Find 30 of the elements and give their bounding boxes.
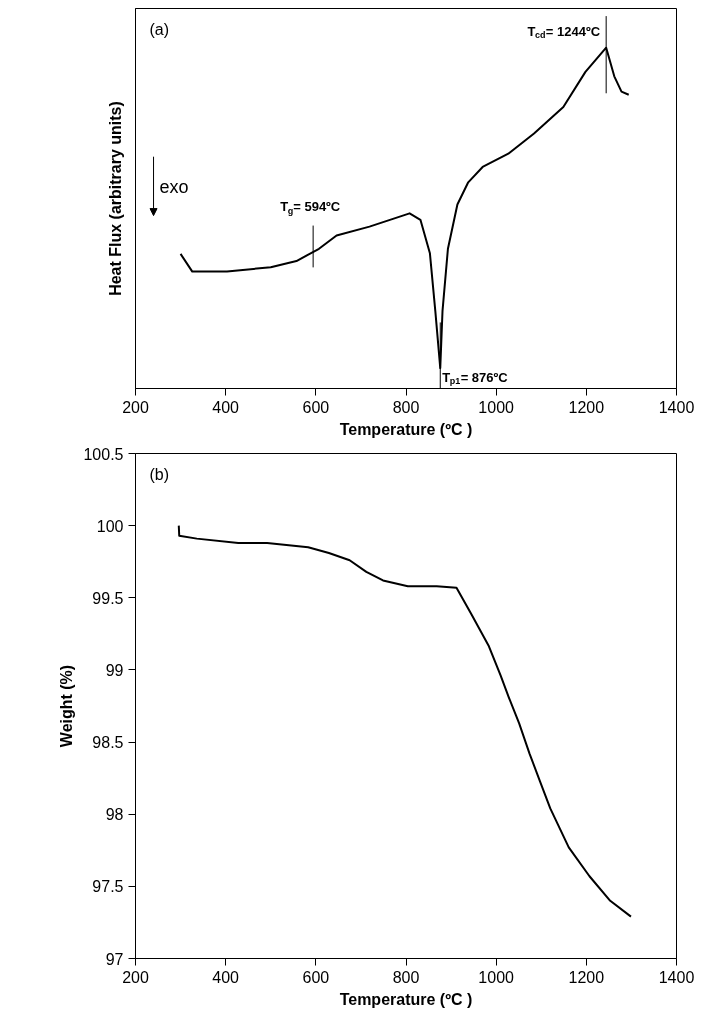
x-tick-label: 600 [302, 398, 330, 416]
x-tick-label: 800 [392, 968, 420, 986]
x-tick-label: 400 [212, 968, 240, 986]
x-tick-label: 1400 [658, 398, 695, 416]
x-tick-label: 200 [122, 398, 149, 416]
x-tick-label: 1200 [568, 398, 605, 416]
x-tick-label: 1200 [568, 968, 605, 986]
y-axis-title: Weight (%) [58, 664, 76, 748]
y-tick-label: 98.5 [92, 734, 124, 752]
y-tick-label: 99 [105, 661, 124, 679]
annotation: exo [159, 177, 189, 198]
x-tick-label: 800 [392, 398, 420, 416]
x-tick-label: 1400 [658, 968, 695, 986]
y-tick-label: 97.5 [92, 878, 124, 896]
x-axis-title: Temperature (ºC ) [339, 420, 473, 438]
x-axis-title: Temperature (ºC ) [339, 990, 473, 1008]
x-tick-label: 400 [212, 398, 240, 416]
y-tick-label: 97 [105, 950, 124, 968]
y-axis-title: Heat Flux (arbitrary units) [106, 101, 124, 296]
y-tick-label: 100 [96, 517, 124, 535]
x-tick-label: 1000 [478, 398, 515, 416]
y-tick-label: 99.5 [92, 589, 124, 607]
x-tick-label: 1000 [478, 968, 515, 986]
y-tick-label: 100.5 [83, 445, 124, 463]
y-tick-label: 98 [105, 806, 124, 824]
annotation: (b) [149, 465, 170, 483]
text: (a) [149, 20, 170, 38]
line-series [177, 524, 632, 918]
x-tick-label: 200 [122, 968, 149, 986]
x-tick-label: 600 [302, 968, 330, 986]
